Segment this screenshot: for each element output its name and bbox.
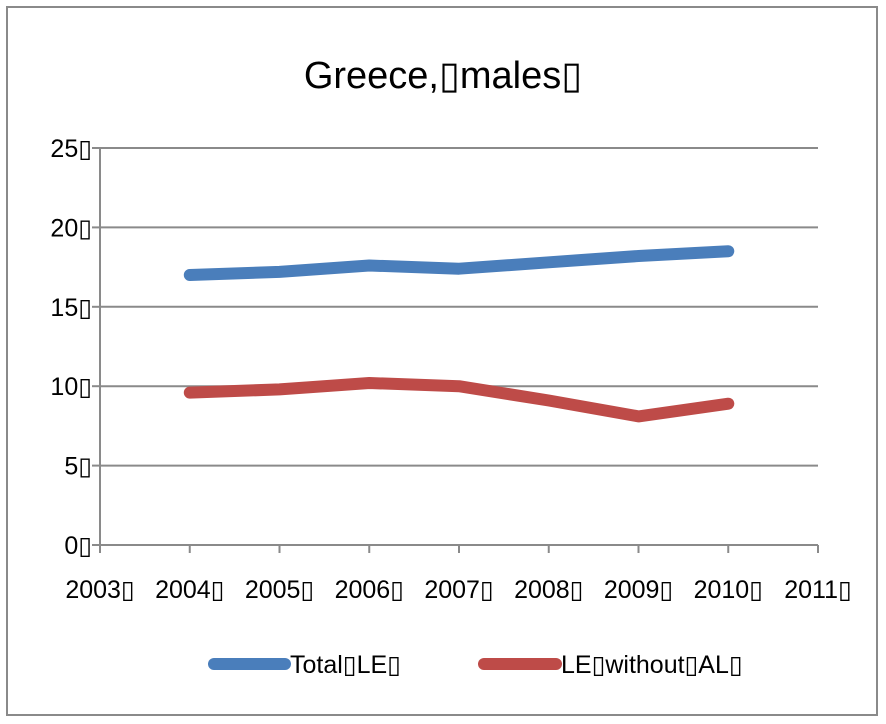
series-line-1 xyxy=(183,245,735,281)
x-tick-label: 2011▯ xyxy=(784,576,852,604)
data-point xyxy=(458,385,460,387)
legend-label: Total▯LE▯ xyxy=(290,651,401,679)
data-point xyxy=(727,403,729,405)
data-point xyxy=(638,415,639,417)
y-tick-label: 15▯ xyxy=(50,294,92,322)
x-tick-label: 2010▯ xyxy=(694,576,763,604)
data-point xyxy=(638,255,639,257)
data-point xyxy=(548,261,550,263)
legend-label: LE▯without▯AL▯ xyxy=(561,651,743,679)
x-tick-label: 2003▯ xyxy=(65,576,134,604)
x-tick-label: 2006▯ xyxy=(335,576,404,604)
data-point xyxy=(548,399,550,401)
data-point xyxy=(189,392,191,394)
data-point xyxy=(279,271,280,273)
y-tick-label: 0▯ xyxy=(64,532,92,560)
axes xyxy=(92,147,819,553)
gridlines xyxy=(100,147,818,467)
series-lines xyxy=(183,245,735,423)
x-tick-label: 2005▯ xyxy=(245,576,314,604)
x-tick-label: 2004▯ xyxy=(155,576,224,604)
y-tick-label: 10▯ xyxy=(50,373,92,401)
y-tick-label: 25▯ xyxy=(50,135,92,163)
y-tick-label: 20▯ xyxy=(50,214,92,242)
legend: Total▯LE▯ LE▯without▯AL▯ xyxy=(208,651,743,679)
data-point xyxy=(727,250,729,252)
y-tick-label: 5▯ xyxy=(64,453,92,481)
data-point xyxy=(368,265,370,267)
x-tick-label: 2008▯ xyxy=(514,576,583,604)
data-point xyxy=(368,382,370,384)
chart-title: Greece,▯males▯ xyxy=(304,55,582,97)
chart-frame xyxy=(6,6,878,716)
x-tick-label: 2007▯ xyxy=(424,576,493,604)
x-tick-label: 2009▯ xyxy=(604,576,673,604)
data-point xyxy=(189,274,191,276)
data-point xyxy=(279,388,280,390)
series-line-2 xyxy=(183,377,735,423)
tick-labels: 0▯ 5▯ 10▯ 15▯ 20▯ 25▯ 2003▯ 2004▯ 2005▯ 2006▯ 2007… xyxy=(50,135,851,604)
data-point xyxy=(458,268,460,270)
